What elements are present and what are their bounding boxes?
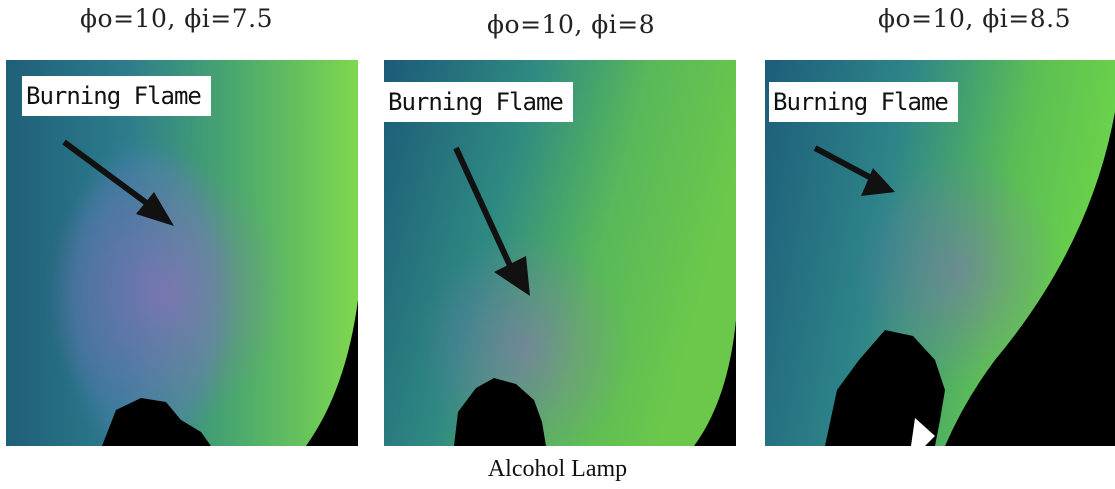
flame-photo-3: Burning Flame <box>765 60 1115 446</box>
panel-1-caption: ϕo=10, ϕi=7.5 <box>80 4 273 33</box>
alcohol-lamp-caption: Alcohol Lamp <box>487 456 628 482</box>
flame-photo-1: Burning Flame <box>6 60 358 446</box>
panel-2-caption: ϕo=10, ϕi=8 <box>487 10 656 39</box>
burning-flame-label-2: Burning Flame <box>384 82 573 122</box>
flame-photo-2: Burning Flame <box>384 60 736 446</box>
panel-3-caption: ϕo=10, ϕi=8.5 <box>878 4 1071 33</box>
burning-flame-label-1: Burning Flame <box>22 76 211 116</box>
burning-flame-label-3: Burning Flame <box>769 82 958 122</box>
